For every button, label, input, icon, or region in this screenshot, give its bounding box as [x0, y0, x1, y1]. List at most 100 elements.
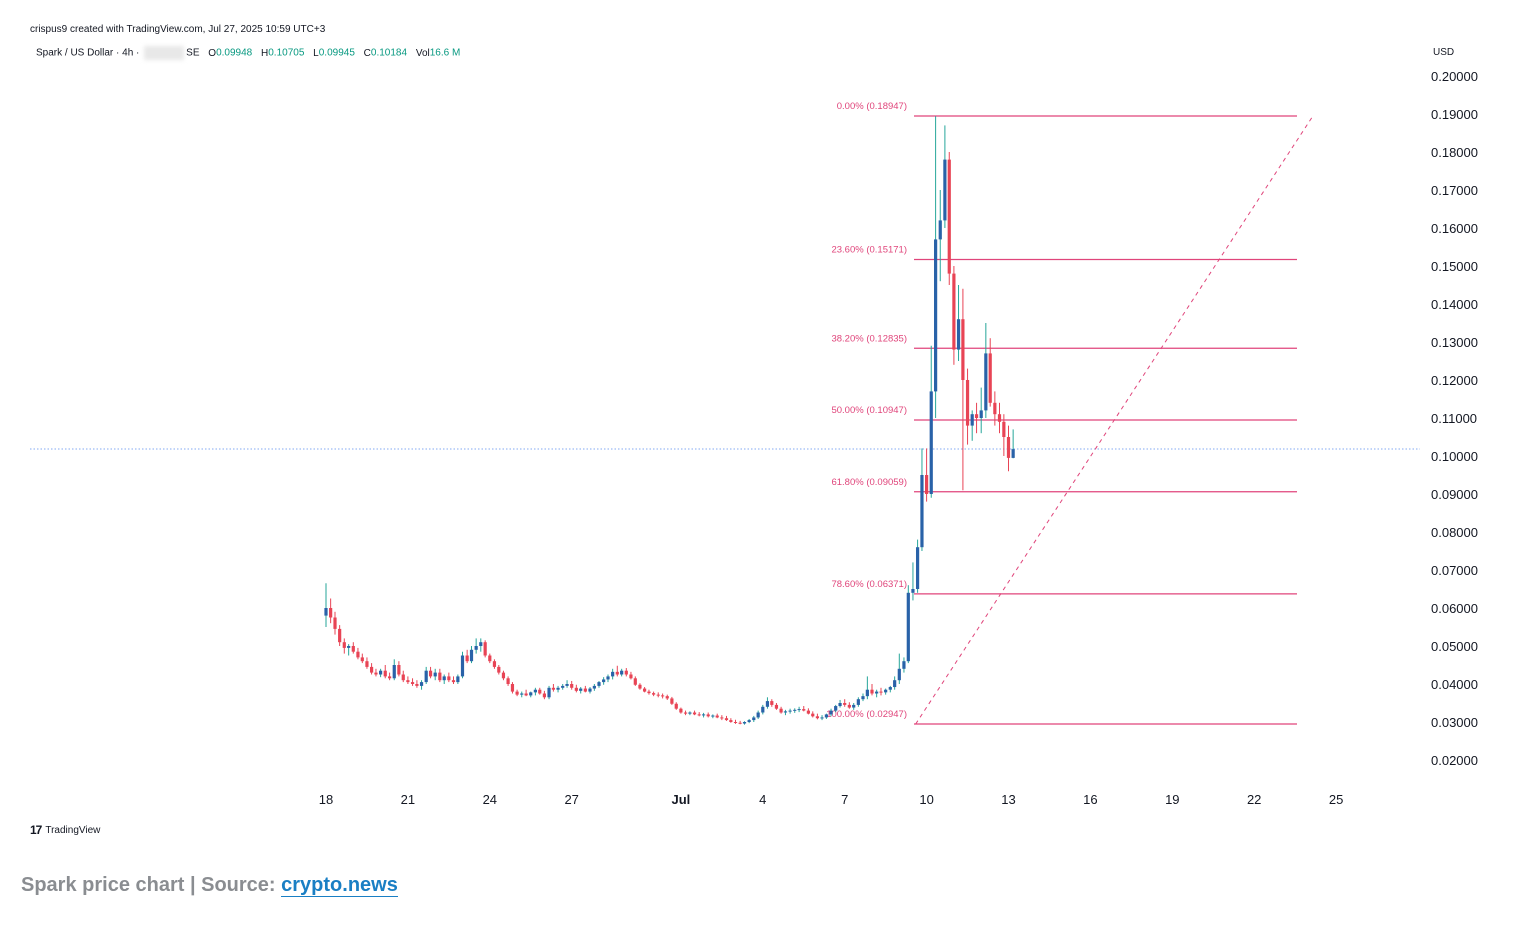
candle	[733, 719, 738, 724]
candle	[929, 345, 933, 498]
candle-body	[902, 661, 906, 669]
candle	[369, 663, 374, 675]
candle-body	[401, 674, 405, 681]
fib-trend-line[interactable]	[915, 115, 1314, 725]
candle	[829, 708, 833, 717]
volume-label: Vol	[415, 47, 430, 59]
candle-body	[392, 665, 396, 679]
candle-body	[342, 642, 346, 648]
candle	[711, 714, 715, 719]
candle-body	[624, 670, 628, 675]
y-tick-label: 0.14000	[1431, 297, 1478, 312]
candle-body	[865, 689, 869, 697]
candle-body	[970, 414, 974, 426]
candle	[906, 585, 910, 664]
candle	[438, 668, 442, 683]
candle	[984, 323, 988, 418]
candle	[834, 704, 838, 713]
candle	[474, 638, 478, 654]
attribution-text: crispus9 created with TradingView.com, J…	[30, 24, 326, 35]
fib-retracement[interactable]: 0.00% (0.18947) 23.60% (0.15171) 38.20% (0…	[826, 101, 1314, 725]
candle	[811, 711, 815, 718]
candle-body	[524, 693, 528, 696]
candle	[847, 702, 851, 709]
candle-body	[633, 678, 637, 685]
candle-body	[692, 712, 697, 715]
candle-body	[579, 688, 583, 691]
candle	[428, 666, 433, 679]
candle-body	[843, 703, 847, 705]
candle-body	[747, 720, 751, 722]
candle-body	[611, 671, 615, 677]
candle	[793, 708, 797, 713]
candle-body	[683, 712, 688, 714]
candle	[925, 448, 929, 502]
candle-body	[356, 651, 360, 658]
candle-body	[965, 380, 970, 426]
fib-level-label: 38.20% (0.12835)	[831, 333, 907, 344]
candle-body	[756, 712, 760, 718]
y-tick-label: 0.11000	[1431, 411, 1477, 426]
candle	[856, 697, 860, 707]
fib-level-label: 100.00% (0.02947)	[826, 709, 907, 720]
candle	[861, 693, 865, 702]
fib-level-label: 78.60% (0.06371)	[831, 579, 907, 590]
candle	[597, 680, 601, 688]
candle	[460, 651, 465, 679]
y-axis[interactable]: 0.20000 0.19000 0.18000 0.17000 0.16000 0.150…	[1431, 69, 1478, 768]
candle-body	[788, 710, 792, 712]
candle	[865, 676, 869, 700]
candle-body	[397, 665, 401, 675]
candle	[688, 711, 692, 716]
source-link[interactable]: crypto.news	[281, 874, 398, 897]
fib-level-label: 0.00% (0.18947)	[837, 101, 907, 112]
candle	[788, 708, 792, 714]
candle	[465, 649, 469, 664]
x-axis[interactable]: 18 21 24 27 Jul 4 7 10 13 16 19 22 25	[319, 792, 1344, 807]
candle-body	[374, 672, 378, 675]
candle	[469, 646, 474, 664]
candle-body	[506, 678, 510, 684]
candle-body	[870, 689, 874, 694]
candle-body	[861, 696, 865, 700]
candle-body	[533, 689, 537, 693]
candle	[679, 707, 683, 714]
candle-body	[915, 547, 920, 589]
candle-body	[324, 608, 328, 616]
candle-body	[588, 688, 592, 692]
candle-body	[938, 220, 942, 240]
candle-body	[738, 722, 742, 724]
candle-body	[665, 696, 669, 699]
candle-body	[761, 706, 765, 713]
candle	[433, 668, 437, 681]
candle	[520, 691, 524, 698]
candle-body	[929, 391, 933, 494]
open-value: 0.09948	[216, 47, 253, 59]
symbol-legend[interactable]: Spark / US Dollar · 4h · SE O0.09948 H0.…	[36, 46, 460, 60]
tradingview-logo[interactable]: 17 TradingView	[30, 823, 100, 837]
volume-value: 16.6 M	[429, 47, 461, 59]
fib-level-label: 23.60% (0.15171)	[831, 245, 907, 256]
candle-body	[856, 699, 860, 705]
currency-label: USD	[1433, 47, 1455, 58]
candle-body	[1011, 449, 1015, 458]
candle-body	[797, 709, 801, 711]
candle-body	[510, 684, 515, 692]
candle-body	[943, 159, 947, 221]
candle-body	[570, 684, 574, 688]
candle-body	[447, 676, 451, 681]
candle-body	[988, 353, 992, 403]
candle	[611, 668, 615, 680]
candle-body	[701, 714, 706, 716]
caption-text: Spark price chart | Source:	[21, 874, 282, 896]
candle-body	[879, 691, 883, 693]
candle	[761, 704, 765, 715]
candle-body	[829, 710, 833, 715]
candle	[615, 665, 619, 677]
candle-body	[520, 693, 524, 695]
candle	[510, 682, 515, 694]
candle-body	[597, 682, 601, 686]
candle-body	[884, 689, 888, 693]
candle	[920, 448, 924, 551]
